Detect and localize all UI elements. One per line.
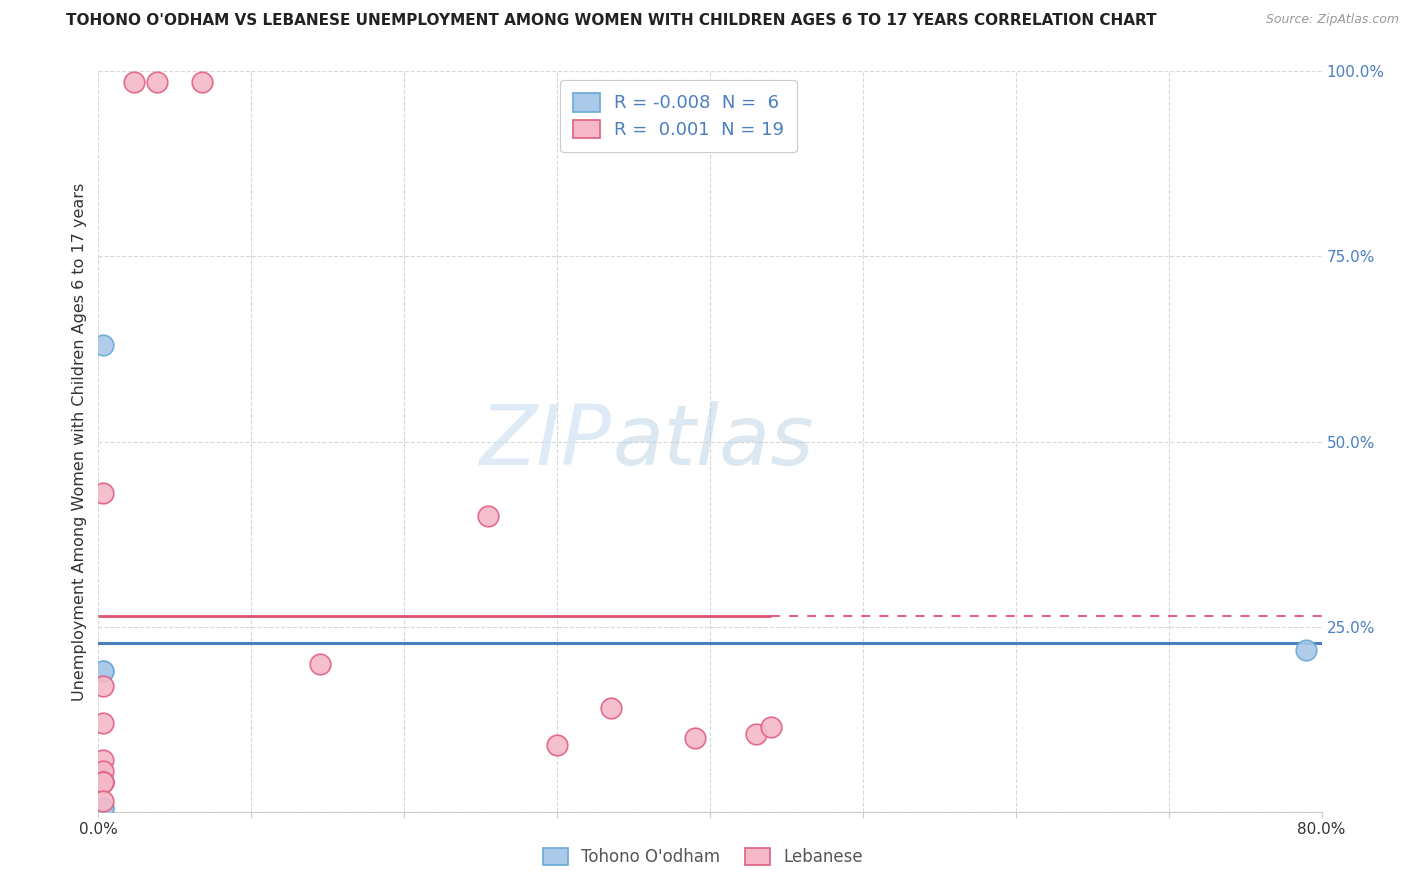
Point <box>683 731 706 745</box>
Point <box>1295 643 1317 657</box>
Point <box>91 775 114 789</box>
Y-axis label: Unemployment Among Women with Children Ages 6 to 17 years: Unemployment Among Women with Children A… <box>72 183 87 700</box>
Point <box>91 664 114 678</box>
Point <box>91 338 114 352</box>
Text: ZIP: ZIP <box>481 401 612 482</box>
Point <box>91 715 114 730</box>
Point <box>546 738 568 752</box>
Text: TOHONO O'ODHAM VS LEBANESE UNEMPLOYMENT AMONG WOMEN WITH CHILDREN AGES 6 TO 17 Y: TOHONO O'ODHAM VS LEBANESE UNEMPLOYMENT … <box>66 13 1157 29</box>
Point <box>91 775 114 789</box>
Point <box>309 657 332 671</box>
Point <box>145 75 167 89</box>
Point <box>191 75 214 89</box>
Point <box>759 720 782 734</box>
Point <box>91 486 114 500</box>
Point <box>91 679 114 693</box>
Point <box>91 764 114 778</box>
Point <box>91 801 114 815</box>
Point <box>91 664 114 678</box>
Point <box>91 794 114 808</box>
Point <box>91 801 114 815</box>
Text: Source: ZipAtlas.com: Source: ZipAtlas.com <box>1265 13 1399 27</box>
Point <box>745 727 768 741</box>
Point <box>122 75 145 89</box>
Point <box>91 753 114 767</box>
Legend: R = -0.008  N =  6, R =  0.001  N = 19: R = -0.008 N = 6, R = 0.001 N = 19 <box>560 80 797 152</box>
Point <box>91 775 114 789</box>
Point <box>477 508 499 523</box>
Text: atlas: atlas <box>612 401 814 482</box>
Point <box>599 701 621 715</box>
Legend: Tohono O'odham, Lebanese: Tohono O'odham, Lebanese <box>534 840 872 875</box>
